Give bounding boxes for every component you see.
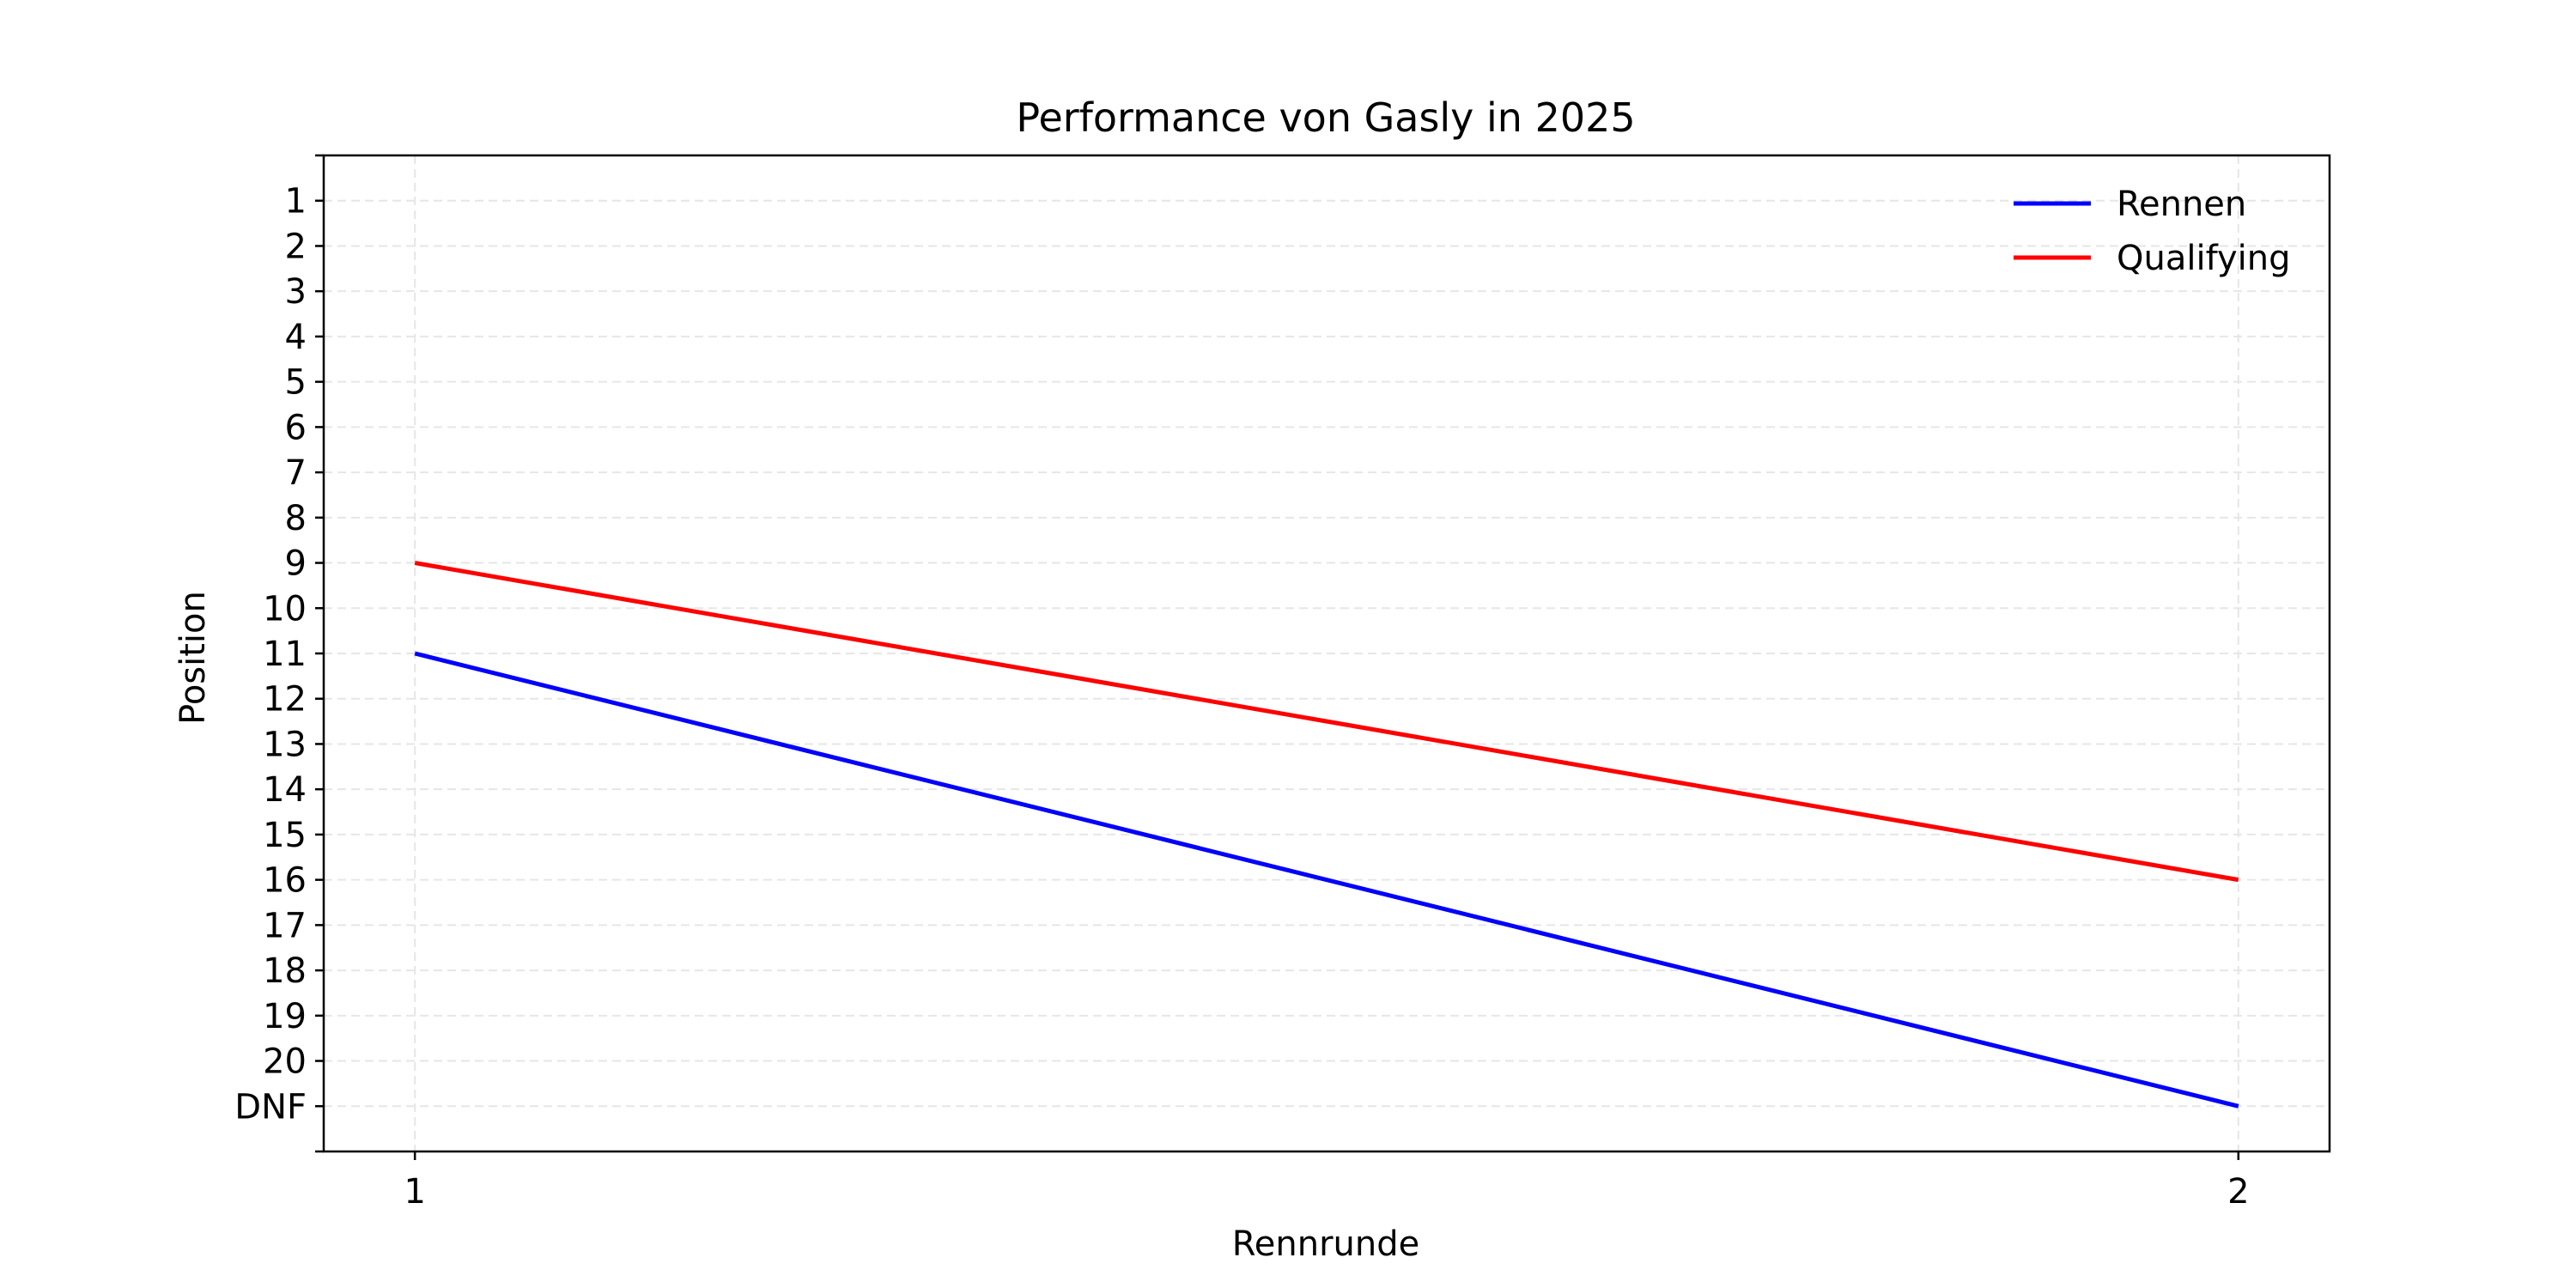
- y-axis-label: Position: [173, 591, 213, 725]
- y-tick-label: 9: [285, 544, 307, 584]
- y-tick-label: 4: [285, 318, 307, 357]
- y-tick-label: 12: [263, 680, 307, 720]
- x-axis-label: Rennrunde: [1232, 1224, 1419, 1264]
- y-tick-label: 5: [285, 363, 307, 403]
- series-lines: [414, 561, 2239, 1109]
- x-tick-label: 1: [404, 1172, 425, 1212]
- y-tick-label: 8: [285, 499, 307, 538]
- legend: Rennen Qualifying: [2014, 185, 2290, 278]
- series-line-qualifying: [414, 561, 2239, 883]
- y-tick-label: 17: [263, 906, 307, 945]
- y-tick-label: 3: [285, 272, 307, 312]
- legend-label: Rennen: [2117, 185, 2246, 224]
- x-tick-label: 2: [2227, 1172, 2249, 1212]
- y-tick-label: 14: [263, 770, 307, 810]
- legend-label: Qualifying: [2117, 239, 2290, 278]
- y-tick-label: 18: [263, 951, 307, 991]
- y-tick-label: 15: [263, 816, 307, 855]
- y-tick-label: 6: [285, 408, 307, 447]
- y-tick-label: 2: [285, 227, 307, 266]
- y-tick-label: 13: [263, 725, 307, 764]
- y-tick-label: 10: [263, 589, 307, 629]
- y-tick-label: 16: [263, 861, 307, 901]
- chart-title: Performance von Gasly in 2025: [1016, 94, 1635, 141]
- y-tick-label: 1: [285, 182, 307, 222]
- y-tick-label: 20: [263, 1042, 307, 1082]
- y-tick-label: 11: [263, 635, 307, 674]
- y-tick-label: 19: [263, 997, 307, 1036]
- y-tick-label: DNF: [234, 1087, 307, 1127]
- series-line-rennen: [414, 651, 2239, 1109]
- y-tick-label: 7: [285, 453, 307, 493]
